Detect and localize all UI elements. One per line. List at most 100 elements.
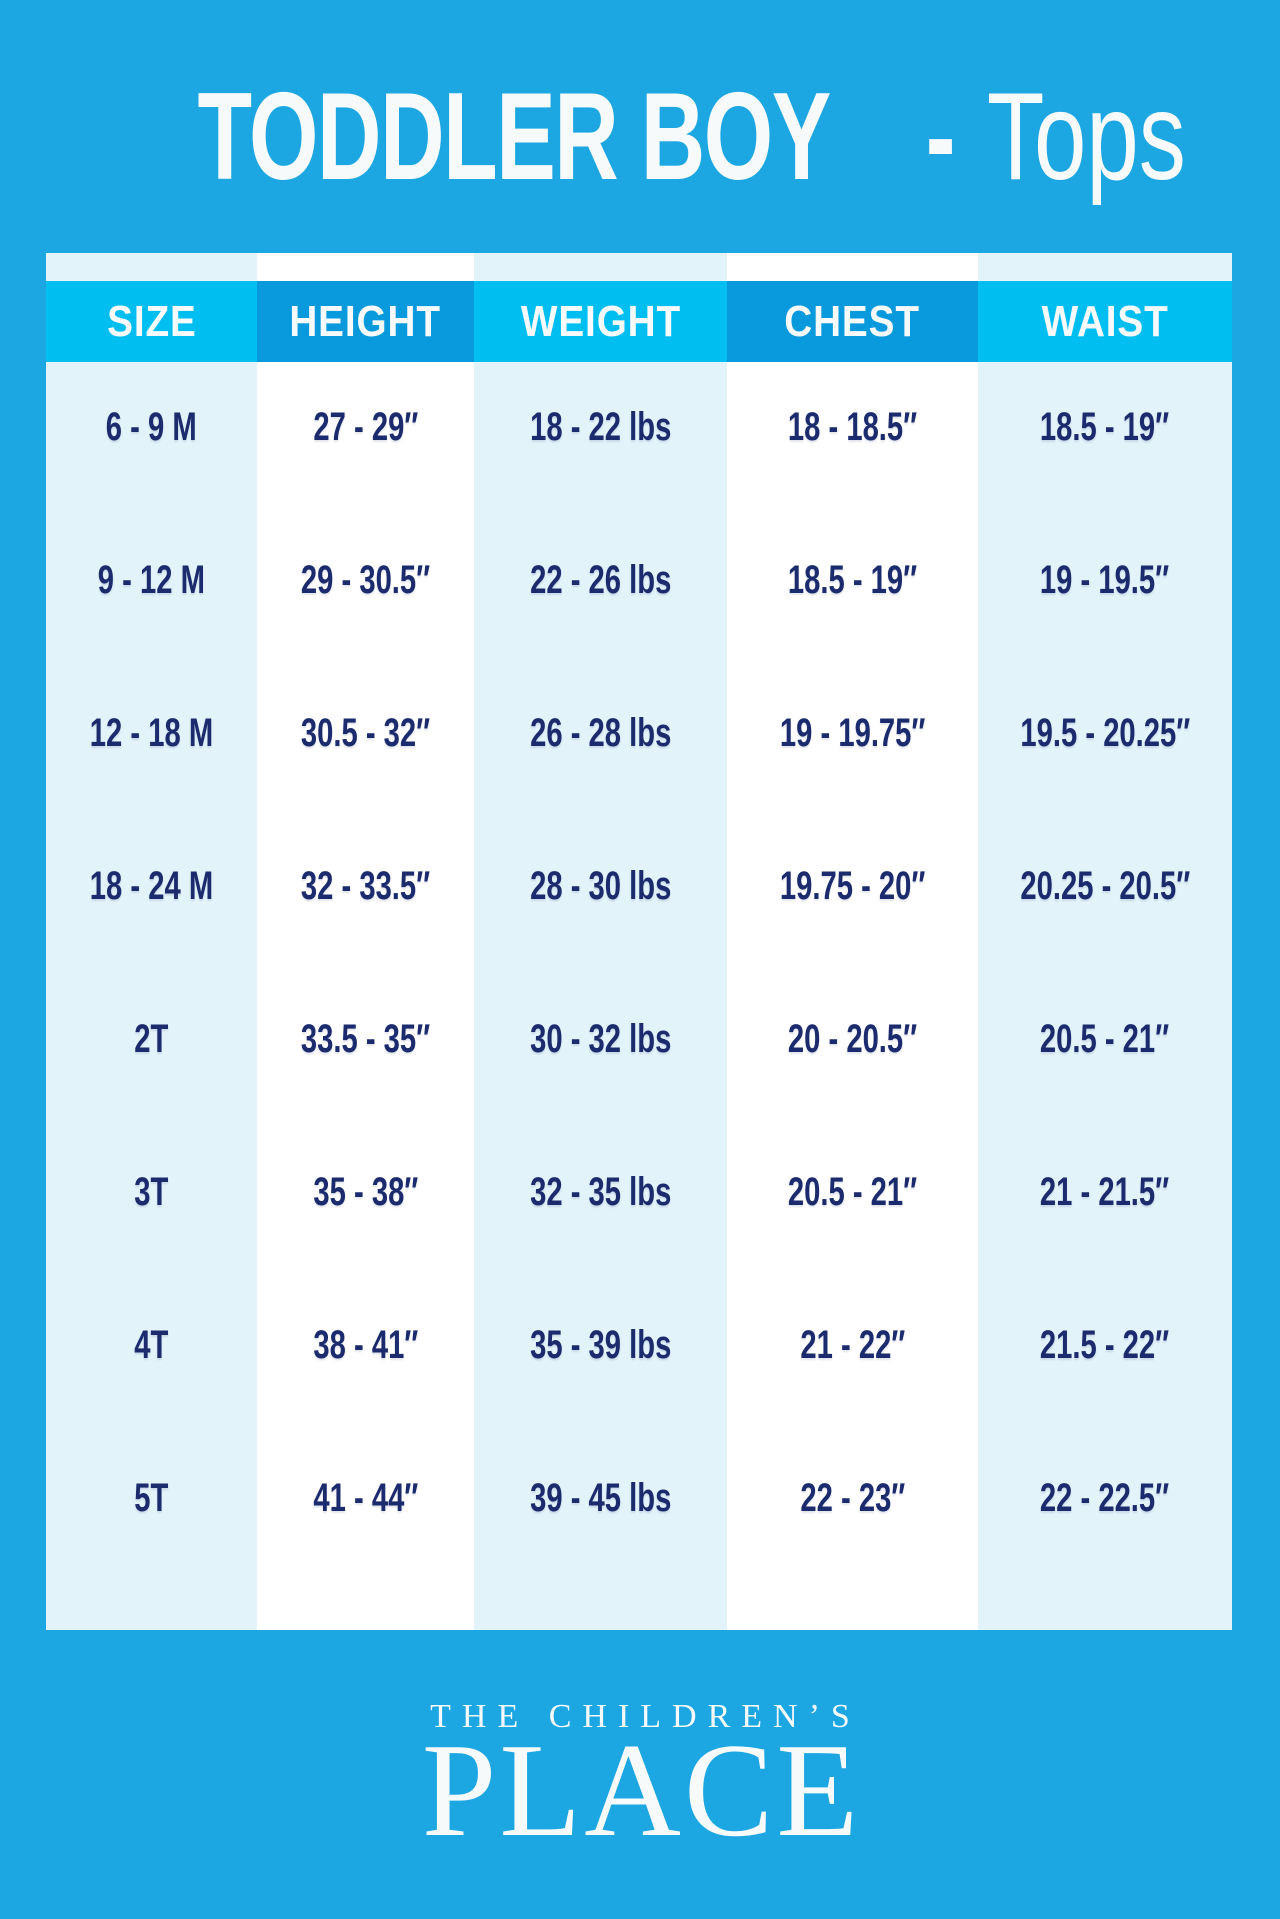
- table-cell: 9 - 12 M: [46, 515, 257, 668]
- table-cell: 22 - 22.5″: [978, 1433, 1232, 1586]
- table-cell: 18.5 - 19″: [727, 515, 978, 668]
- table-cell: 18 - 18.5″: [727, 362, 978, 515]
- cell-value: 18 - 24 M: [89, 864, 214, 908]
- table-cell: 29 - 30.5″: [257, 515, 474, 668]
- table-cell: 28 - 30 lbs: [474, 821, 727, 974]
- page-title-main: TODDLER BOY: [197, 68, 831, 206]
- cell-value: 20.5 - 21″: [787, 1170, 918, 1214]
- size-chart-table: SIZE 6 - 9 M 9 - 12 M 12 - 18 M 18 - 24 …: [46, 253, 1232, 1630]
- table-cell: 22 - 26 lbs: [474, 515, 727, 668]
- brand-logo: THE CHILDREN’S PLACE: [0, 1698, 1280, 1864]
- cell-value: 27 - 29″: [313, 405, 418, 449]
- brand-logo-line1: THE CHILDREN’S: [430, 1698, 861, 1735]
- cell-value: 38 - 41″: [313, 1323, 418, 1367]
- cell-value: 18.5 - 19″: [1040, 405, 1170, 449]
- cell-value: 21 - 21.5″: [1040, 1170, 1170, 1214]
- cell-value: 39 - 45 lbs: [529, 1476, 672, 1520]
- table-cell: 18 - 24 M: [46, 821, 257, 974]
- cell-value: 21.5 - 22″: [1040, 1323, 1170, 1367]
- cell-value: 28 - 30 lbs: [529, 864, 672, 908]
- column-height: HEIGHT 27 - 29″ 29 - 30.5″ 30.5 - 32″ 32…: [257, 253, 474, 1630]
- table-cell: 27 - 29″: [257, 362, 474, 515]
- table-cell: 35 - 39 lbs: [474, 1280, 727, 1433]
- table-cell: 20.25 - 20.5″: [978, 821, 1232, 974]
- cell-value: 12 - 18 M: [89, 711, 214, 755]
- table-cell: 4T: [46, 1280, 257, 1433]
- cell-value: 35 - 39 lbs: [529, 1323, 672, 1367]
- cell-value: 30.5 - 32″: [300, 711, 431, 755]
- cell-value: 41 - 44″: [313, 1476, 418, 1520]
- table-cell: 3T: [46, 1127, 257, 1280]
- brand-logo-line2: PLACE: [421, 1716, 862, 1864]
- column-header-size: SIZE: [46, 281, 257, 362]
- column-size: SIZE 6 - 9 M 9 - 12 M 12 - 18 M 18 - 24 …: [46, 253, 257, 1630]
- table-cell: 30 - 32 lbs: [474, 974, 727, 1127]
- cell-value: 19 - 19.5″: [1040, 558, 1170, 602]
- cell-value: 18 - 18.5″: [787, 405, 918, 449]
- table-cell: 35 - 38″: [257, 1127, 474, 1280]
- column-waist: WAIST 18.5 - 19″ 19 - 19.5″ 19.5 - 20.25…: [978, 253, 1232, 1630]
- header-label: WAIST: [1041, 296, 1169, 346]
- page-title: TODDLER BOY - Tops: [0, 62, 1280, 250]
- table-cell: 20 - 20.5″: [727, 974, 978, 1127]
- table-cell: 30.5 - 32″: [257, 668, 474, 821]
- column-header-waist: WAIST: [978, 281, 1232, 362]
- cell-value: 4T: [134, 1323, 169, 1367]
- cell-value: 2T: [134, 1017, 169, 1061]
- cell-value: 3T: [134, 1170, 169, 1214]
- table-cell: 6 - 9 M: [46, 362, 257, 515]
- table-cell: 19 - 19.5″: [978, 515, 1232, 668]
- table-cell: 26 - 28 lbs: [474, 668, 727, 821]
- cell-value: 19.5 - 20.25″: [1020, 711, 1190, 755]
- header-label: HEIGHT: [289, 296, 442, 346]
- cell-value: 21 - 22″: [800, 1323, 905, 1367]
- table-cell: 19 - 19.75″: [727, 668, 978, 821]
- header-label: SIZE: [106, 296, 197, 346]
- cell-value: 30 - 32 lbs: [529, 1017, 672, 1061]
- cell-value: 18.5 - 19″: [787, 558, 918, 602]
- table-cell: 32 - 33.5″: [257, 821, 474, 974]
- column-chest: CHEST 18 - 18.5″ 18.5 - 19″ 19 - 19.75″ …: [727, 253, 978, 1630]
- cell-value: 19 - 19.75″: [779, 711, 926, 755]
- table-cell: 19.75 - 20″: [727, 821, 978, 974]
- table-cell: 18 - 22 lbs: [474, 362, 727, 515]
- cell-value: 26 - 28 lbs: [529, 711, 672, 755]
- table-cell: 12 - 18 M: [46, 668, 257, 821]
- cell-value: 20.25 - 20.5″: [1020, 864, 1190, 908]
- header-label: CHEST: [784, 296, 921, 346]
- cell-value: 22 - 23″: [800, 1476, 905, 1520]
- page-title-sub: Tops: [987, 68, 1187, 206]
- table-cell: 20.5 - 21″: [727, 1127, 978, 1280]
- cell-value: 35 - 38″: [313, 1170, 418, 1214]
- table-cell: 38 - 41″: [257, 1280, 474, 1433]
- column-header-height: HEIGHT: [257, 281, 474, 362]
- cell-value: 9 - 12 M: [97, 558, 206, 602]
- cell-value: 32 - 33.5″: [300, 864, 431, 908]
- table-cell: 33.5 - 35″: [257, 974, 474, 1127]
- column-header-chest: CHEST: [727, 281, 978, 362]
- table-cell: 2T: [46, 974, 257, 1127]
- table-cell: 19.5 - 20.25″: [978, 668, 1232, 821]
- cell-value: 20 - 20.5″: [787, 1017, 918, 1061]
- cell-value: 32 - 35 lbs: [529, 1170, 672, 1214]
- table-cell: 20.5 - 21″: [978, 974, 1232, 1127]
- page-title-dash: -: [926, 68, 956, 206]
- header-label: WEIGHT: [520, 296, 681, 346]
- cell-value: 22 - 26 lbs: [529, 558, 672, 602]
- cell-value: 22 - 22.5″: [1040, 1476, 1170, 1520]
- cell-value: 29 - 30.5″: [300, 558, 431, 602]
- table-cell: 21.5 - 22″: [978, 1280, 1232, 1433]
- table-cell: 21 - 21.5″: [978, 1127, 1232, 1280]
- table-cell: 21 - 22″: [727, 1280, 978, 1433]
- table-cell: 5T: [46, 1433, 257, 1586]
- table-cell: 32 - 35 lbs: [474, 1127, 727, 1280]
- column-weight: WEIGHT 18 - 22 lbs 22 - 26 lbs 26 - 28 l…: [474, 253, 727, 1630]
- table-cell: 41 - 44″: [257, 1433, 474, 1586]
- cell-value: 6 - 9 M: [106, 405, 197, 449]
- cell-value: 33.5 - 35″: [300, 1017, 431, 1061]
- table-cell: 39 - 45 lbs: [474, 1433, 727, 1586]
- table-cell: 22 - 23″: [727, 1433, 978, 1586]
- table-cell: 18.5 - 19″: [978, 362, 1232, 515]
- cell-value: 18 - 22 lbs: [529, 405, 672, 449]
